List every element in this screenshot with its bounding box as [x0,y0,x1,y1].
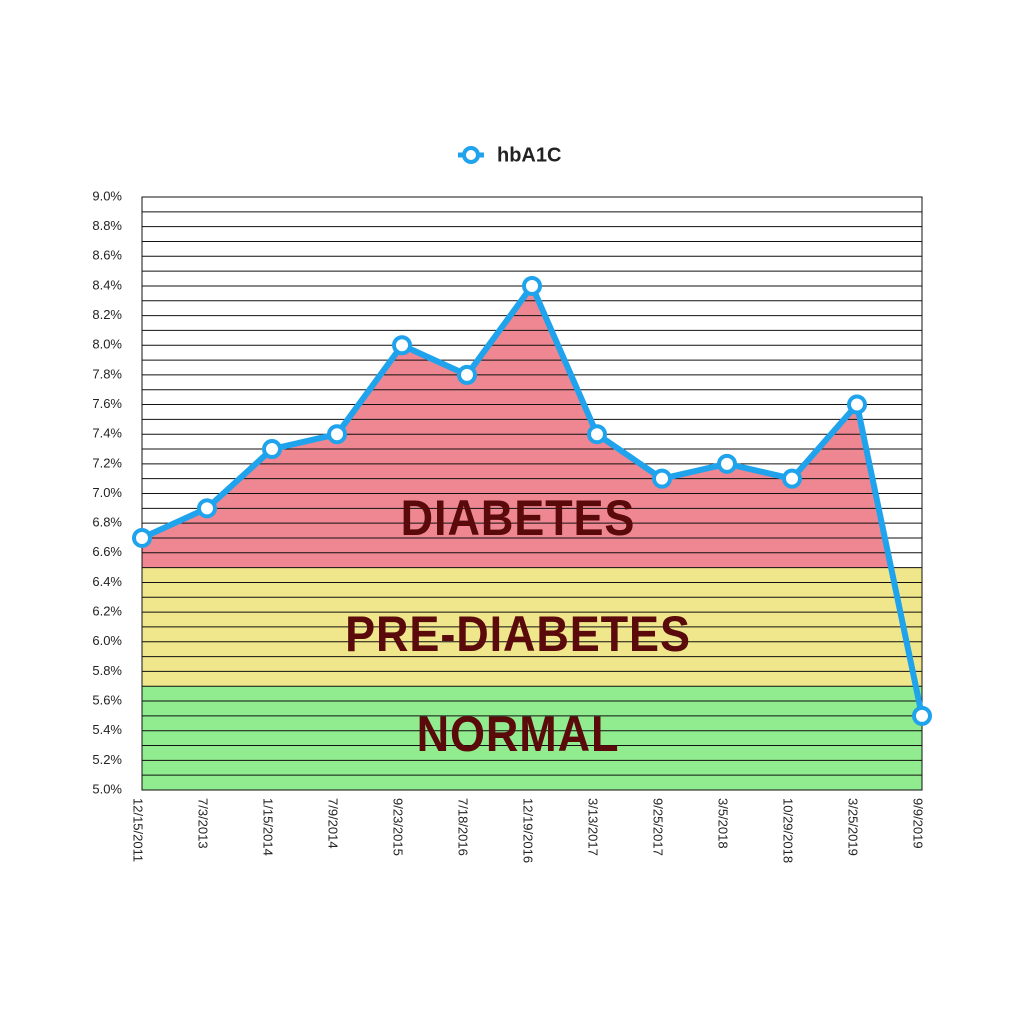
x-tick-label: 7/18/2016 [456,798,471,856]
x-tick-label: 9/9/2019 [911,798,926,849]
y-tick-label: 7.0% [92,485,122,500]
legend-label: hbA1C [497,144,561,166]
x-tick-label: 3/5/2018 [716,798,731,849]
y-tick-label: 5.8% [92,663,122,678]
data-point [847,394,867,415]
y-tick-label: 5.2% [92,752,122,767]
band [142,686,922,790]
x-tick-label: 10/29/2018 [781,798,796,863]
x-tick-label: 9/23/2015 [391,798,406,856]
x-tick-label: 7/3/2013 [196,798,211,849]
y-tick-label: 8.0% [92,337,122,352]
y-tick-label: 7.4% [92,426,122,441]
y-tick-label: 5.4% [92,722,122,737]
y-tick-label: 7.8% [92,366,122,381]
band-label: NORMAL [417,707,620,763]
x-tick-label: 3/13/2017 [586,798,601,856]
y-tick-label: 9.0% [92,188,122,203]
y-tick-label: 8.8% [92,218,122,233]
y-tick-label: 8.4% [92,277,122,292]
band-label: DIABETES [401,491,636,547]
y-tick-label: 6.6% [92,544,122,559]
data-point [717,453,737,474]
y-tick-label: 6.4% [92,574,122,589]
x-tick-label: 12/15/2011 [131,798,146,862]
y-tick-label: 5.6% [92,692,122,707]
y-tick-label: 7.6% [92,396,122,411]
data-point [392,335,412,356]
data-point [262,439,282,460]
y-tick-label: 7.2% [92,455,122,470]
y-tick-label: 8.2% [92,307,122,322]
data-point [587,424,607,445]
x-tick-label: 3/25/2019 [846,798,861,856]
x-tick-label: 1/15/2014 [261,798,276,856]
data-point [522,275,542,296]
data-point [327,424,347,445]
x-tick-label: 9/25/2017 [651,798,666,856]
x-tick-label: 7/9/2014 [326,798,341,849]
data-point [652,468,672,489]
y-tick-label: 6.2% [92,604,122,619]
y-tick-label: 8.6% [92,248,122,263]
x-tick-label: 12/19/2016 [521,798,536,863]
data-point [197,498,217,519]
data-point [457,364,477,385]
band-label: PRE-DIABETES [345,607,691,663]
y-tick-label: 6.8% [92,515,122,530]
legend-marker [462,146,480,164]
plot-frame [141,196,923,791]
data-point [912,705,932,726]
y-tick-label: 6.0% [92,633,122,648]
data-point [132,527,152,548]
y-tick-label: 5.0% [92,781,122,796]
data-point [782,468,802,489]
